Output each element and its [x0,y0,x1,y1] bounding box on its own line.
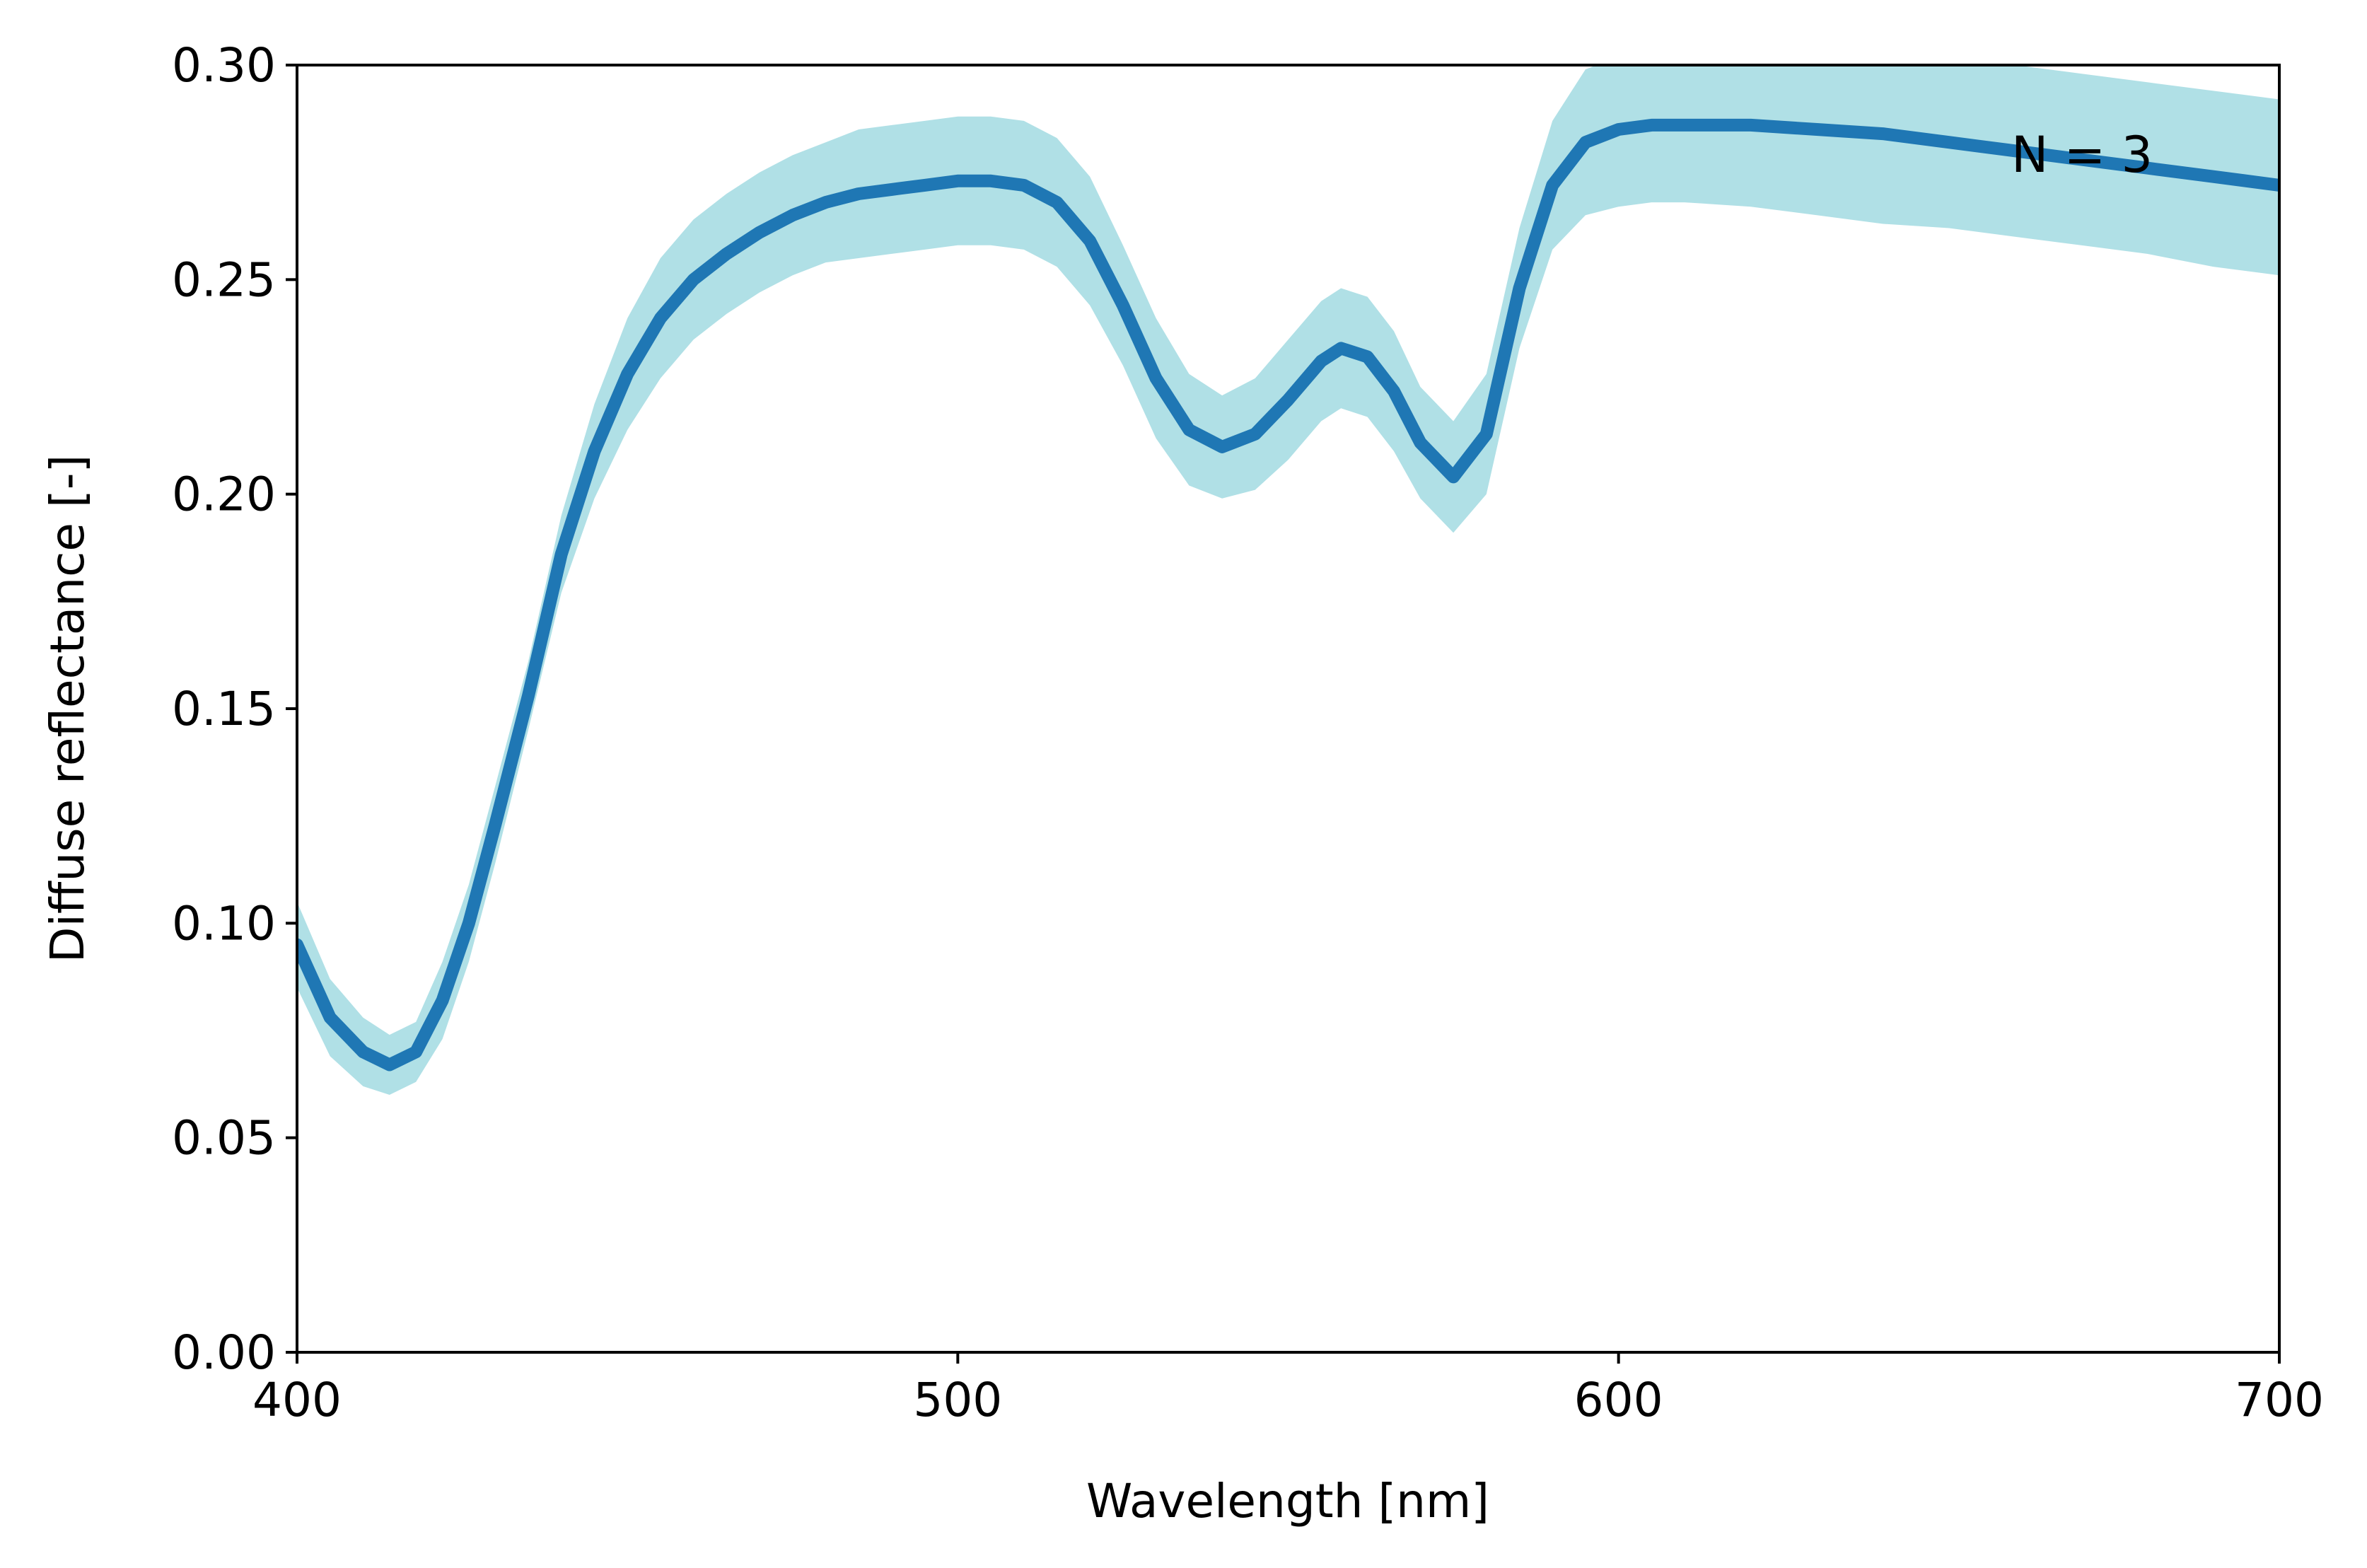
x-tick-label: 500 [913,1373,1002,1427]
y-axis-ticks: 0.00 0.05 0.10 0.15 0.20 0.25 0.30 [172,38,297,1380]
y-tick-label: 0.20 [172,468,276,522]
x-tick-label: 600 [1574,1373,1663,1427]
mean-line [297,118,2279,1072]
x-axis-ticks: 400 500 600 700 [252,1352,2324,1427]
x-tick-label: 700 [2235,1373,2324,1427]
std-band [297,65,2279,1095]
y-tick-label: 0.30 [172,38,276,93]
y-tick-label: 0.00 [172,1325,276,1380]
y-tick-label: 0.05 [172,1111,276,1166]
sample-count-annotation: N = 3 [2011,126,2153,184]
y-tick-label: 0.25 [172,252,276,307]
y-tick-label: 0.10 [172,896,276,951]
x-axis-label: Wavelength [nm] [1086,1474,1489,1528]
y-tick-label: 0.15 [172,682,276,736]
x-tick-label: 400 [252,1373,342,1427]
y-axis-label: Diffuse reflectance [-] [40,455,95,963]
